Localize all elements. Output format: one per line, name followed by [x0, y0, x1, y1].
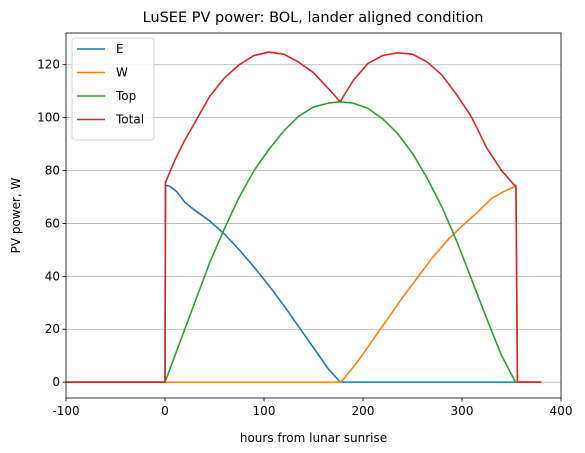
y-tick-label: 40 [45, 269, 60, 283]
y-tick-label: 100 [37, 111, 60, 125]
y-tick-label: 60 [45, 216, 60, 230]
x-tick-label: 0 [161, 404, 169, 418]
y-axis-label: PV power, W [9, 177, 23, 253]
x-axis-label: hours from lunar sunrise [240, 431, 387, 445]
y-tick-label: 120 [37, 58, 60, 72]
legend-label: E [116, 42, 124, 56]
x-tick-label: 300 [451, 404, 474, 418]
x-tick-label: 100 [253, 404, 276, 418]
legend-box [71, 37, 155, 141]
y-tick-label: 80 [45, 164, 60, 178]
x-tick-label: -100 [52, 404, 79, 418]
series-line-top [66, 100, 542, 383]
chart-title: LuSEE PV power: BOL, lander aligned cond… [143, 10, 484, 26]
series-line-w [66, 184, 542, 383]
plot-frame [65, 32, 562, 399]
series-line-total [66, 51, 542, 383]
x-tick-label: 200 [352, 404, 375, 418]
legend-label: Total [115, 113, 144, 127]
y-tick-label: 0 [52, 375, 60, 389]
legend-label: W [116, 66, 128, 80]
legend-label: Top [115, 89, 136, 103]
series-line-e [66, 184, 542, 383]
x-tick-label: 400 [550, 404, 573, 418]
y-tick-label: 20 [45, 322, 60, 336]
legend: EW Top Total [71, 37, 155, 141]
